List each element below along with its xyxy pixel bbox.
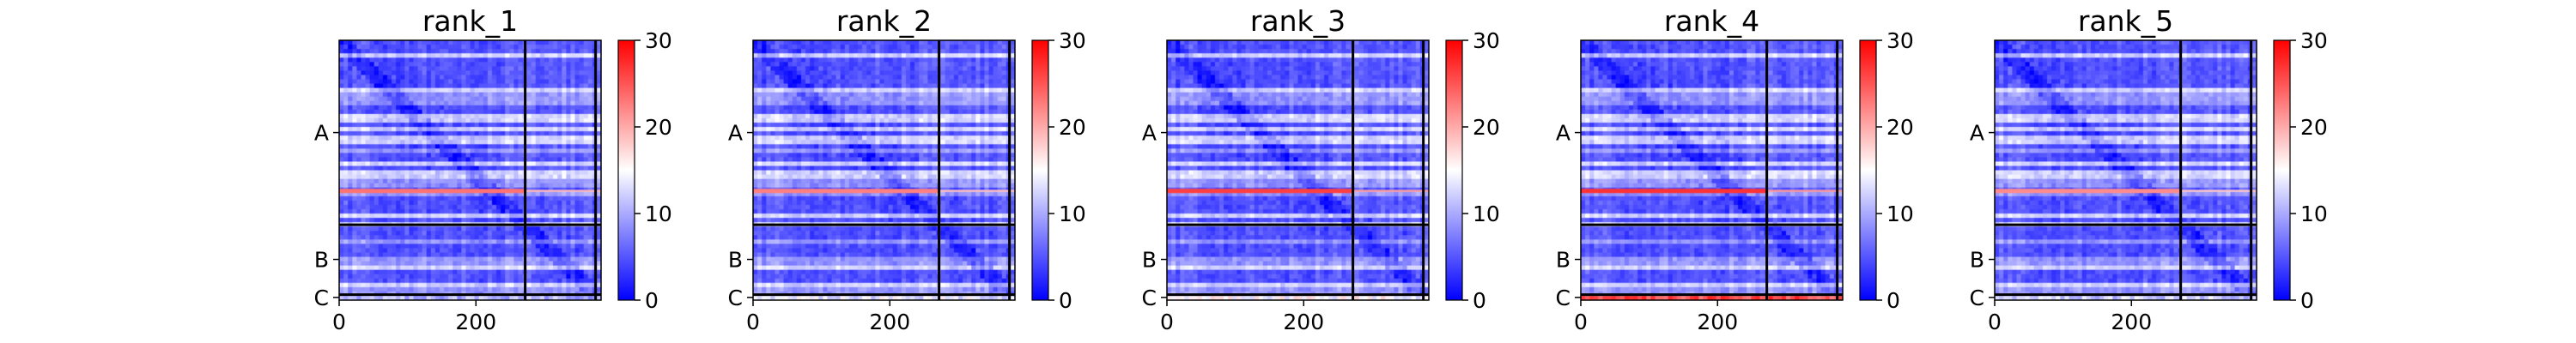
heatmap-image [1167,40,1429,300]
heatmap-image [339,40,601,300]
chain-label: B [314,248,329,273]
colorbar-tick-label: 30 [2300,28,2328,53]
chain-label: B [1970,248,1984,273]
x-tick-label: 200 [455,310,496,334]
chain-label: C [314,286,329,310]
heatmap-image [1995,40,2257,300]
colorbar [1445,39,1463,301]
heatmap-frame [1580,39,1844,301]
colorbar-tick-label: 20 [2300,115,2328,140]
colorbar-tick-label: 10 [1473,202,1500,226]
colorbar [1031,39,1049,301]
heatmap-image [753,40,1015,300]
chain-label: B [1142,248,1157,273]
heatmap-frame [338,39,602,301]
colorbar-tick-label: 20 [1473,115,1500,140]
colorbar-tick-label: 30 [645,28,672,53]
chain-label: C [1556,286,1571,310]
colorbar-tick-label: 0 [1473,288,1486,313]
panel-title: rank_1 [422,4,518,38]
colorbar-tick-label: 20 [645,115,672,140]
heatmap-image [1581,40,1843,300]
chain-label: C [1142,286,1157,310]
x-tick-label: 0 [1574,310,1588,334]
heatmap-frame [1994,39,2257,301]
colorbar-tick-label: 20 [1886,115,1914,140]
chain-label: A [1970,121,1984,146]
colorbar-tick-label: 10 [1059,202,1086,226]
chain-label: A [728,121,743,146]
colorbar-tick-label: 30 [1886,28,1914,53]
colorbar-tick-label: 0 [645,288,659,313]
colorbar-tick-label: 20 [1059,115,1086,140]
colorbar-tick-label: 10 [1886,202,1914,226]
colorbar [2273,39,2291,301]
heatmap-frame [752,39,1016,301]
x-tick-label: 0 [746,310,760,334]
chain-label: B [728,248,743,273]
panel-title: rank_4 [1664,4,1759,38]
chain-label: A [1142,121,1157,146]
chain-label: C [1970,286,1984,310]
colorbar-tick-label: 10 [2300,202,2328,226]
chain-label: C [728,286,743,310]
x-tick-label: 200 [1283,310,1324,334]
heatmap-frame [1166,39,1430,301]
panel-title: rank_5 [2078,4,2173,38]
chain-label: A [1556,121,1571,146]
colorbar [1859,39,1877,301]
colorbar [617,39,635,301]
colorbar-tick-label: 30 [1473,28,1500,53]
x-tick-label: 0 [1988,310,2002,334]
chain-label: B [1556,248,1571,273]
colorbar-tick-label: 0 [1886,288,1900,313]
x-tick-label: 200 [2111,310,2152,334]
x-tick-label: 0 [332,310,346,334]
colorbar-tick-label: 0 [1059,288,1072,313]
x-tick-label: 0 [1160,310,1174,334]
x-tick-label: 200 [1697,310,1738,334]
chain-label: A [314,121,329,146]
panel-title: rank_3 [1250,4,1346,38]
x-tick-label: 200 [869,310,910,334]
colorbar-tick-label: 0 [2300,288,2314,313]
colorbar-tick-label: 30 [1059,28,1086,53]
colorbar-tick-label: 10 [645,202,672,226]
panel-title: rank_2 [836,4,932,38]
